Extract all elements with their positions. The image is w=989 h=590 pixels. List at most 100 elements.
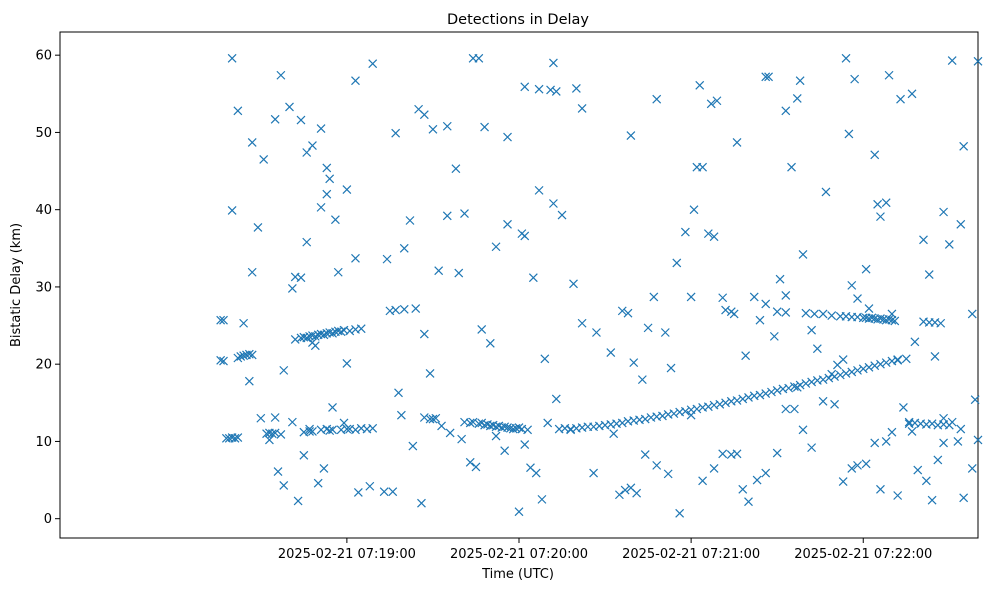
data-point: [947, 56, 957, 66]
data-point: [216, 355, 226, 365]
data-point: [388, 487, 398, 497]
data-point: [316, 202, 326, 212]
data-point: [417, 498, 426, 508]
data-point: [956, 219, 966, 229]
data-point: [336, 327, 346, 337]
data-point: [933, 455, 943, 465]
data-point: [270, 114, 280, 124]
data-point: [637, 375, 647, 385]
x-tick-label: 2025-02-21 07:20:00: [450, 547, 588, 562]
data-point: [953, 437, 963, 446]
data-point: [927, 419, 937, 429]
data-point: [841, 369, 851, 378]
data-point: [873, 199, 883, 209]
data-point: [755, 315, 765, 325]
data-point: [787, 162, 796, 172]
data-point: [302, 333, 312, 343]
data-point: [781, 106, 791, 116]
data-point: [399, 243, 409, 253]
data-point: [319, 330, 329, 340]
data-point: [706, 99, 716, 109]
data-point: [784, 383, 794, 393]
data-point: [959, 493, 969, 503]
data-point: [233, 353, 243, 363]
data-point: [503, 219, 512, 229]
data-point: [761, 299, 771, 309]
data-point: [686, 410, 696, 420]
data-point: [652, 460, 662, 470]
x-tick-label: 2025-02-21 07:21:00: [622, 547, 760, 562]
x-axis-ticks: 2025-02-21 07:19:00 2025-02-21 07:20:00 20…: [278, 538, 932, 562]
y-tick-label: 30: [35, 280, 52, 295]
data-point: [930, 352, 940, 361]
data-point: [514, 507, 524, 517]
data-point: [328, 425, 337, 435]
data-point: [557, 210, 567, 220]
data-point: [838, 355, 848, 364]
data-point: [471, 462, 481, 472]
data-point: [807, 443, 817, 453]
data-point: [861, 459, 871, 469]
data-point: [319, 464, 329, 473]
data-point: [491, 431, 501, 441]
data-point: [419, 110, 429, 120]
data-point: [356, 324, 366, 334]
data-point: [830, 399, 839, 409]
data-point: [267, 429, 277, 439]
data-point: [299, 450, 309, 460]
data-point: [924, 270, 934, 279]
data-point: [781, 307, 791, 317]
data-point: [907, 426, 917, 436]
data-point: [270, 428, 280, 438]
data-point: [431, 413, 441, 423]
data-point: [718, 293, 728, 303]
data-point: [853, 294, 862, 303]
data-point: [457, 434, 467, 444]
data-point: [861, 264, 871, 274]
data-point: [244, 376, 254, 386]
data-point: [669, 409, 679, 419]
data-point: [508, 424, 518, 434]
data-point: [244, 349, 254, 359]
data-point: [342, 424, 352, 434]
data-point: [824, 373, 834, 383]
data-point: [755, 390, 765, 400]
data-point: [798, 250, 808, 259]
data-point: [738, 394, 748, 404]
data-point: [876, 212, 885, 222]
data-point: [632, 488, 642, 498]
data-point: [893, 355, 903, 365]
data-point: [279, 481, 289, 490]
data-point: [520, 440, 530, 449]
data-point: [296, 115, 306, 125]
data-point: [290, 335, 300, 344]
data-point: [566, 425, 576, 435]
data-point: [219, 315, 228, 325]
data-point: [881, 198, 891, 208]
data-point: [867, 313, 877, 323]
data-point: [308, 141, 317, 150]
data-point: [322, 163, 332, 173]
data-point: [543, 418, 553, 428]
data-point: [680, 406, 690, 416]
data-point: [233, 433, 243, 442]
data-point: [666, 363, 676, 373]
data-point: [477, 324, 487, 334]
data-point: [870, 361, 880, 371]
data-point: [503, 423, 512, 432]
data-point: [325, 426, 335, 436]
data-point: [841, 53, 851, 63]
data-point: [379, 487, 389, 497]
data-point: [847, 280, 857, 290]
data-point: [893, 491, 903, 500]
data-point: [465, 457, 475, 467]
data-point: [749, 292, 759, 302]
y-axis-ticks: 0 10 20 30 40 50 60: [35, 49, 60, 527]
data-point: [887, 427, 897, 437]
data-point: [428, 124, 438, 134]
data-point: [732, 449, 742, 459]
data-point: [744, 392, 753, 402]
data-point: [629, 358, 639, 368]
data-point: [939, 438, 948, 448]
data-point: [764, 72, 774, 82]
